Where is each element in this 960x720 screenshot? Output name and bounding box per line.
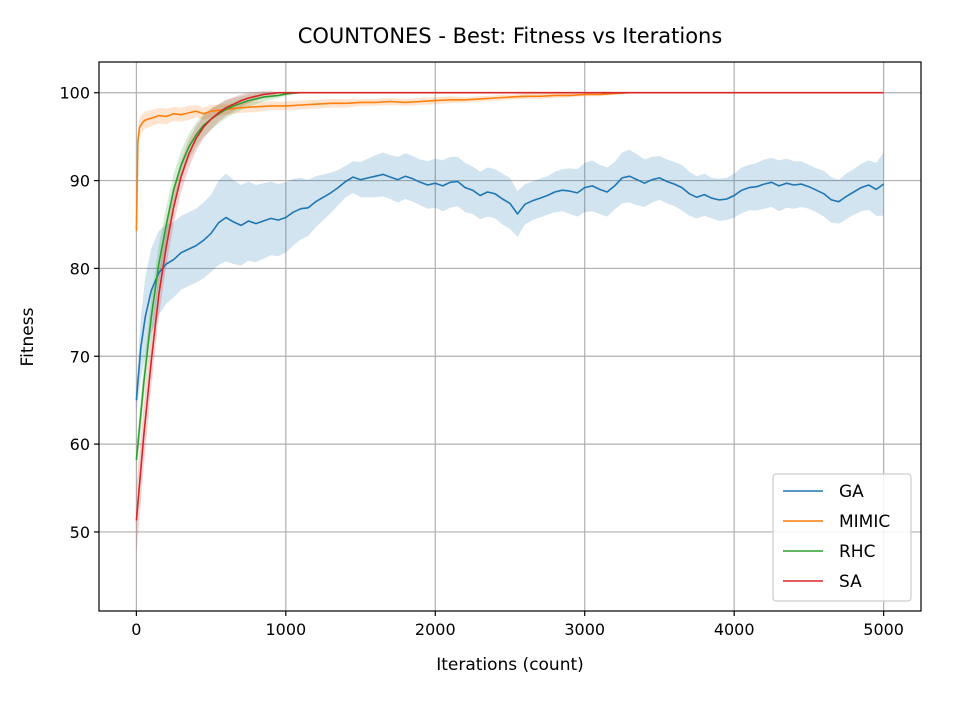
confidence-bands xyxy=(136,91,884,556)
plot-frame xyxy=(98,61,922,612)
band-mimic xyxy=(136,92,630,234)
y-tick-label: 90 xyxy=(70,172,90,191)
legend-label-ga: GA xyxy=(839,482,864,502)
chart-title: COUNTONES - Best: Fitness vs Iterations xyxy=(298,24,723,48)
y-tick-label: 60 xyxy=(70,435,90,454)
x-tick-label: 4000 xyxy=(714,620,755,639)
axis-ticks: 0 1000 2000 3000 4000 5000 50 60 70 80 90 100 xyxy=(59,84,904,639)
y-tick-label: 50 xyxy=(70,523,90,542)
y-tick-label: 80 xyxy=(70,259,90,278)
legend-label-mimic: MIMIC xyxy=(839,512,890,532)
band-ga xyxy=(136,149,884,414)
x-tick-label: 2000 xyxy=(415,620,456,639)
x-tick-label: 0 xyxy=(131,620,141,639)
legend-box xyxy=(772,473,912,602)
line-mimic xyxy=(135,91,630,231)
y-axis-title: Fitness xyxy=(18,307,38,366)
x-tick-label: 1000 xyxy=(265,620,306,639)
x-axis-title: Iterations (count) xyxy=(436,655,584,675)
y-tick-label: 70 xyxy=(70,347,90,366)
series-lines xyxy=(135,91,885,521)
line-sa xyxy=(135,91,884,521)
band-rhc xyxy=(136,92,301,474)
line-ga xyxy=(135,173,885,401)
grid xyxy=(99,62,921,611)
legend-label-sa: SA xyxy=(839,572,862,592)
x-tick-label: 3000 xyxy=(564,620,605,639)
legend: GA MIMIC RHC SA xyxy=(772,473,912,602)
x-tick-label: 5000 xyxy=(863,620,904,639)
legend-label-rhc: RHC xyxy=(839,542,875,562)
y-tick-label: 100 xyxy=(59,84,90,103)
